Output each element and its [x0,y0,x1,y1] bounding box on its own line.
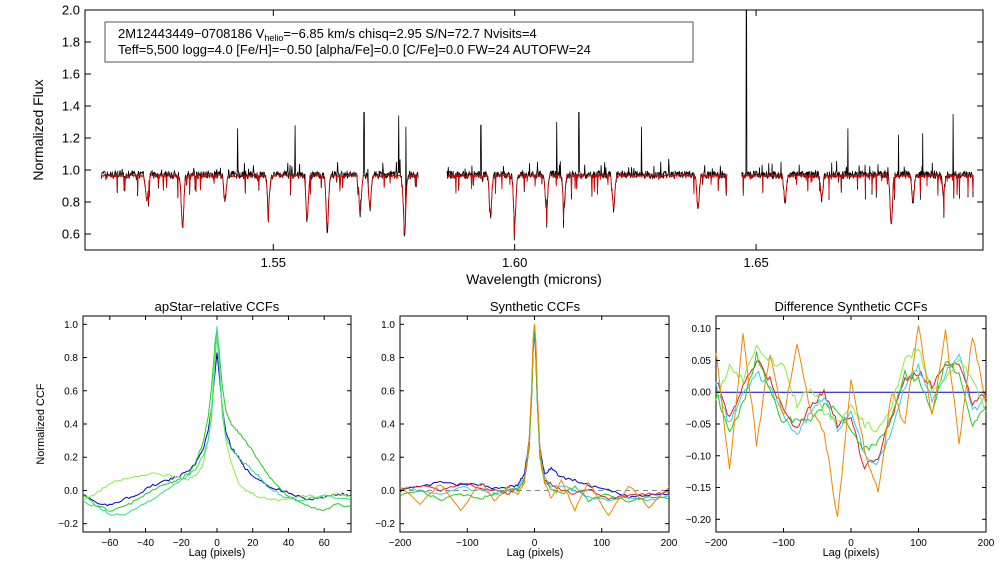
model-spectrum-line [101,172,419,234]
apstar-ccf-axes: −60 −40 −20 0 20 40 60 −0.2 0.0 0.2 0.4 0.6 0.8 1.0 [58,316,351,549]
model-spectrum-line [446,172,728,237]
spectrum-y-axis-label: Normalized Flux [30,79,46,180]
apstar-ccf-x-tick-label: 60 [319,538,331,549]
synthetic-ccf-y-tick-label: 0.2 [381,453,395,464]
synthetic-ccf-y-tick-label: 0.4 [381,420,395,431]
spectrum-info-line1: 2M12443449−0708186 Vhelio=−6.85 km/s chi… [118,26,537,43]
apstar-ccf-x-tick-label: −20 [173,538,190,549]
ccf-series-orange [715,325,987,518]
ccf-series-cyan [715,352,987,466]
difference-ccf-title: Difference Synthetic CCFs [775,299,928,314]
spectrum-y-tick-label: 2.0 [62,3,80,18]
spectrum-x-tick-label: 1.55 [261,255,286,270]
apstar-ccf-y-tick-label: 0.6 [64,386,78,397]
info-line1-a: 2M12443449−0708186 V [118,26,265,41]
synthetic-ccf-panel: Synthetic CCFs −200 −100 0 100 200 −0.2 0.0 0.2… [375,299,678,559]
spectrum-x-tick-label: 1.60 [502,255,527,270]
ccf-series-cyan [399,327,670,502]
difference-ccf-x-tick-label: 0 [848,538,854,549]
apstar-ccf-y-tick-label: 0.8 [64,353,78,364]
ccf-series-green [399,329,670,503]
difference-ccf-y-tick-label: −0.20 [686,515,712,526]
apstar-ccf-x-axis-label: Lag (pixels) [189,547,246,559]
spectrum-panel: 1.55 1.60 1.65 0.6 0.8 1.0 1.2 1.4 1.6 1.8 2.0 2M1… [30,3,984,287]
spectrum-y-tick-label: 0.6 [62,227,80,242]
spectrum-y-tick-label: 1.8 [62,35,80,50]
apstar-ccf-x-tick-label: 20 [247,538,259,549]
difference-ccf-y-tick-label: −0.15 [686,483,712,494]
synthetic-ccf-y-tick-label: 0.6 [381,386,395,397]
synthetic-ccf-y-tick-label: 0.8 [381,353,395,364]
difference-ccf-y-tick-label: 0.00 [692,388,712,399]
synthetic-ccf-y-tick-label: 0.0 [381,486,395,497]
synthetic-ccf-x-axis-label: Lag (pixels) [507,547,564,559]
spectrum-x-tick-label: 1.65 [743,255,768,270]
spectrum-axes: 1.55 1.60 1.65 0.6 0.8 1.0 1.2 1.4 1.6 1.8 2.0 [62,3,983,270]
ccf-series-blue [82,352,352,507]
observed-spectrum-line [446,112,728,241]
ccf-series-red [716,359,987,471]
apstar-ccf-y-tick-label: −0.2 [58,519,78,530]
synthetic-ccf-data [399,324,670,517]
spectrum-y-tick-label: 1.2 [62,131,80,146]
ccf-series-mint [82,325,352,516]
difference-ccf-x-tick-label: −100 [772,538,795,549]
apstar-ccf-data [82,325,352,516]
apstar-ccf-y-axis-label: Normalized CCF [35,383,47,465]
difference-ccf-y-tick-label: −0.10 [686,451,712,462]
apstar-ccf-x-tick-label: 0 [214,538,220,549]
ccf-series-light-green [82,337,352,502]
difference-ccf-panel: Difference Synthetic CCFs −200 −100 0 100 20… [686,299,995,559]
ccf-series-red [399,324,670,500]
spectrum-y-tick-label: 1.0 [62,163,80,178]
info-line1-b: =−6.85 km/s chisq=2.95 S/N=72.7 Nvisits=… [283,26,536,41]
ccf-series-light-green [715,344,987,433]
apstar-ccf-title: apStar−relative CCFs [155,299,280,314]
spectrum-y-tick-label: 1.4 [62,99,80,114]
spectrum-info-line2: Teff=5,500 logg=4.0 [Fe/H]=−0.50 [alpha/… [118,42,591,57]
apstar-ccf-y-tick-label: 0.2 [64,453,78,464]
spectrum-data [101,9,974,241]
ccf-series-blue [399,332,670,499]
synthetic-ccf-x-tick-label: 200 [661,538,678,549]
apstar-ccf-panel: apStar−relative CCFs −60 −40 −20 0 20 40 60 −0.… [35,299,352,559]
apstar-ccf-y-tick-label: 1.0 [64,320,78,331]
synthetic-ccf-x-tick-label: 100 [593,538,610,549]
apstar-ccf-x-tick-label: 40 [283,538,295,549]
info-line1-sub: helio [264,33,283,43]
synthetic-ccf-y-tick-label: 1.0 [381,320,395,331]
difference-ccf-x-tick-label: 200 [978,538,995,549]
synthetic-ccf-x-tick-label: −100 [456,538,479,549]
difference-ccf-y-tick-label: 0.05 [692,356,712,367]
spectrum-y-tick-label: 0.8 [62,195,80,210]
synthetic-ccf-y-tick-label: −0.2 [375,519,395,530]
spectrum-info-box [104,21,694,63]
observed-spectrum-line [101,112,419,237]
difference-ccf-x-tick-label: −200 [705,538,728,549]
apstar-ccf-y-tick-label: 0.0 [64,486,78,497]
synthetic-ccf-x-tick-label: −200 [389,538,412,549]
model-spectrum-line [741,172,974,225]
difference-ccf-y-tick-label: 0.10 [692,324,712,335]
synthetic-ccf-x-tick-label: 0 [532,538,538,549]
apstar-ccf-y-tick-label: 0.4 [64,420,78,431]
difference-ccf-y-tick-label: −0.05 [686,420,712,431]
difference-ccf-axes: −200 −100 0 100 200 −0.20 −0.15 −0.10 −0.05 0.00 0… [686,316,995,549]
synthetic-ccf-title: Synthetic CCFs [490,299,581,314]
difference-ccf-x-tick-label: 100 [910,538,927,549]
apstar-ccf-x-tick-label: −60 [101,538,118,549]
observed-spectrum-line [741,9,974,225]
apstar-ccf-x-tick-label: −40 [137,538,154,549]
synthetic-ccf-axes: −200 −100 0 100 200 −0.2 0.0 0.2 0.4 0.6 0.8 1.0 [375,316,678,549]
ccf-series-green [715,351,987,452]
ccf-series-orange [399,324,670,517]
difference-ccf-frame [715,315,987,533]
spectrum-y-tick-label: 1.6 [62,67,80,82]
difference-ccf-x-axis-label: Lag (pixels) [823,547,880,559]
difference-ccf-data [715,325,987,518]
spectrum-plot-frame [84,9,984,251]
spectrum-x-axis-label: Wavelength (microns) [466,271,602,287]
